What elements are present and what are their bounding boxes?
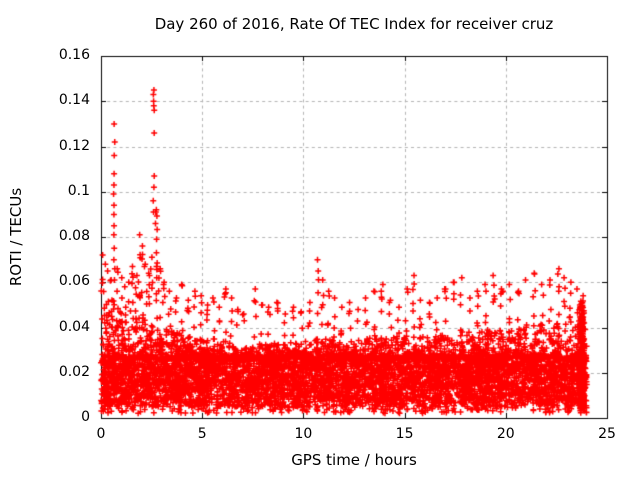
y-tick-label: 0.1 <box>67 182 90 199</box>
y-tick-label: 0.16 <box>58 47 90 63</box>
y-tick-label: 0.14 <box>58 92 90 109</box>
x-tick-label: 25 <box>598 426 616 442</box>
y-tick-label: 0.02 <box>58 363 90 380</box>
y-tick-label: 0.12 <box>58 137 90 154</box>
x-tick-label: 5 <box>197 426 207 442</box>
y-tick-label: 0.06 <box>58 273 90 290</box>
y-tick-label: 0.08 <box>58 228 90 244</box>
x-tick-label: 0 <box>96 426 106 442</box>
y-tick-label: 0.04 <box>58 318 90 335</box>
y-tick-label: 0 <box>81 409 90 425</box>
chart-title: Day 260 of 2016, Rate Of TEC Index for r… <box>154 15 554 33</box>
x-tick-label: 10 <box>294 426 313 442</box>
y-axis-label: ROTI / TECUs <box>7 187 25 287</box>
x-tick-label: 20 <box>496 426 515 442</box>
x-axis-label: GPS time / hours <box>291 451 417 469</box>
x-tick-label: 15 <box>395 426 414 442</box>
